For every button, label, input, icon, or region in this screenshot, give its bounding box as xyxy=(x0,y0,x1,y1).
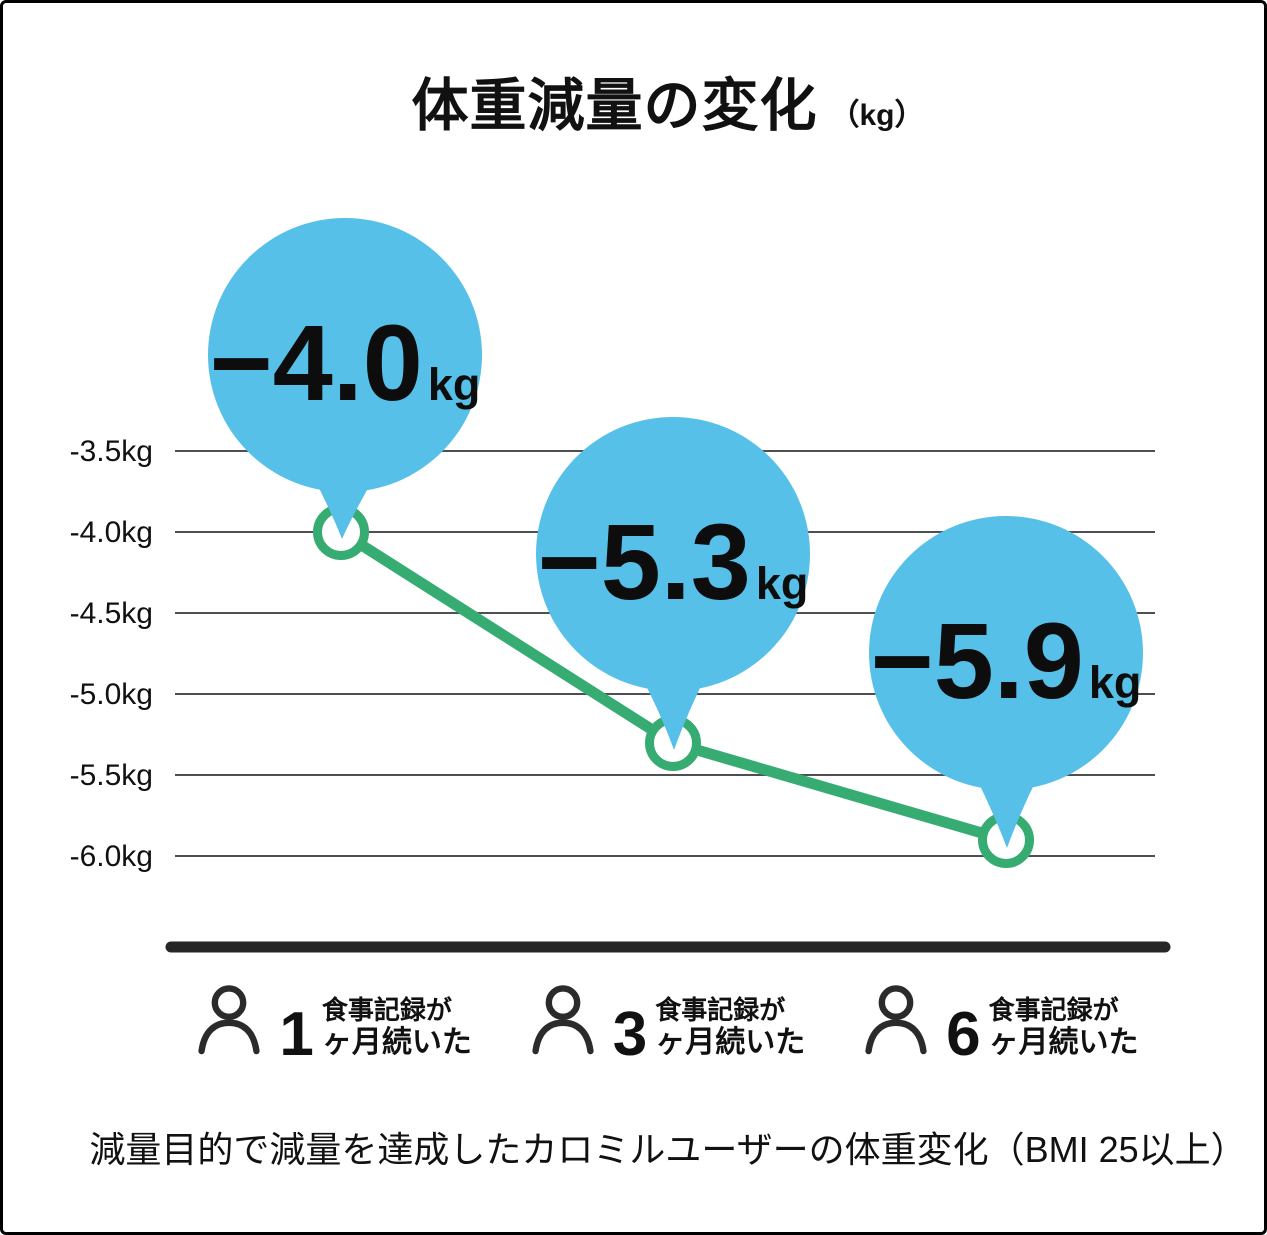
month-label-line2: ヶ月続いた xyxy=(321,1026,472,1059)
x-label-6month: 6 食事記録が ヶ月続いた xyxy=(835,983,1168,1066)
bubble-circle xyxy=(536,417,810,691)
bubble-circle xyxy=(208,218,482,492)
person-icon xyxy=(532,985,594,1055)
chart-title: 体重減量の変化 （kg） xyxy=(168,75,1168,138)
value-bubble-1: −4.0 kg xyxy=(208,218,482,539)
x-label-1month: 1 食事記録が ヶ月続いた xyxy=(168,983,501,1066)
month-count: 3 xyxy=(612,1000,648,1069)
person-icon xyxy=(865,985,927,1055)
bubble-value: −5.9 kg xyxy=(871,600,1142,721)
y-axis-labels: -3.5kg -4.0kg -4.5kg -5.0kg -5.5kg -6.0k… xyxy=(70,435,153,873)
month-label: 食事記録が ヶ月続いた xyxy=(322,994,472,1060)
bubble-unit: kg xyxy=(756,558,809,609)
y-tick-label: -5.0kg xyxy=(70,678,153,711)
weight-loss-chart: -3.5kg -4.0kg -4.5kg -5.0kg -5.5kg -6.0k… xyxy=(70,218,1171,953)
x-axis-labels: 1 食事記録が ヶ月続いた 3 食事記録が ヶ月続いた 6 xyxy=(168,983,1168,1066)
month-label-line1: 食事記録が xyxy=(988,994,1119,1025)
month-label-line2: ヶ月続いた xyxy=(655,1026,806,1059)
bubble-unit: kg xyxy=(428,359,481,410)
bubble-number: −5.3 xyxy=(538,501,751,622)
y-tick-label: -3.5kg xyxy=(70,435,153,468)
value-bubble-3: −5.9 kg xyxy=(869,516,1143,848)
chart-caption: 減量目的で減量を達成したカロミルユーザーの体重変化（BMI 25以上） xyxy=(89,1129,1247,1170)
bubble-value: −5.3 kg xyxy=(538,501,809,622)
month-count: 6 xyxy=(946,1000,981,1069)
month-label-line1: 食事記録が xyxy=(655,994,786,1025)
value-bubble-2: −5.3 kg xyxy=(536,417,810,750)
bubble-number: −4.0 xyxy=(210,302,423,423)
bubble-value: −4.0 kg xyxy=(210,302,481,423)
person-icon xyxy=(198,985,261,1055)
month-count: 1 xyxy=(279,1000,314,1069)
y-tick-label: -5.5kg xyxy=(70,759,153,792)
bubble-circle xyxy=(869,516,1143,790)
bubble-unit: kg xyxy=(1089,657,1142,708)
month-label-line1: 食事記録が xyxy=(321,994,452,1025)
month-label: 食事記録が ヶ月続いた xyxy=(655,994,805,1060)
y-tick-label: -4.5kg xyxy=(70,597,153,630)
month-label-line2: ヶ月続いた xyxy=(988,1026,1139,1059)
y-tick-label: -6.0kg xyxy=(70,840,153,873)
chart-title-unit: （kg） xyxy=(829,99,925,132)
bubble-number: −5.9 xyxy=(871,600,1084,721)
chart-title-text: 体重減量の変化 xyxy=(411,74,818,138)
x-label-3month: 3 食事記録が ヶ月続いた xyxy=(501,983,834,1066)
month-label: 食事記録が ヶ月続いた xyxy=(989,994,1139,1060)
y-tick-label: -4.0kg xyxy=(70,516,153,549)
